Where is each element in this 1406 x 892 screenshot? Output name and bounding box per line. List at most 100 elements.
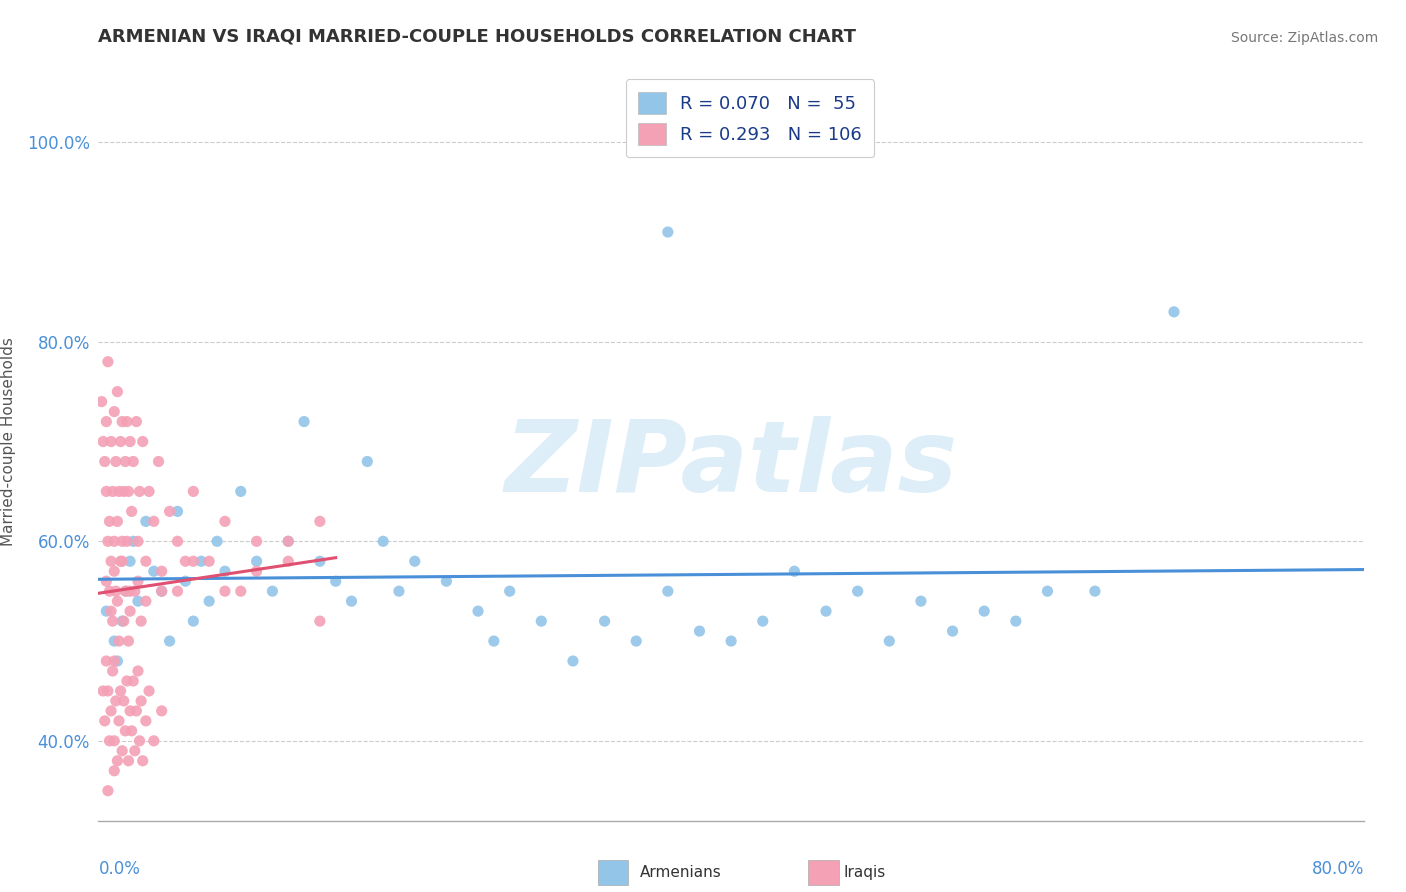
Point (111, 614, 134, 628)
Point (436, 574, 458, 589)
Point (183, 614, 205, 628)
Point (135, 514, 157, 528)
Point (973, 604, 995, 618)
Point (198, 594, 221, 608)
Point (125, 704, 148, 718)
Point (112, 614, 135, 628)
Point (128, 484, 150, 499)
Text: Source: ZipAtlas.com: Source: ZipAtlas.com (1230, 31, 1378, 45)
Point (783, 564, 806, 578)
Point (166, 534, 188, 549)
Point (128, 734, 150, 748)
Point (135, 594, 157, 608)
Point (142, 734, 165, 748)
Point (148, 454, 170, 468)
Point (277, 554, 299, 568)
Point (101, 614, 124, 628)
Point (751, 614, 773, 628)
Point (114, 723, 136, 738)
Point (108, 484, 131, 499)
Point (108, 634, 131, 648)
Point (174, 574, 197, 589)
Point (132, 434, 155, 449)
Point (246, 534, 269, 549)
Point (150, 704, 173, 718)
Point (107, 384, 129, 399)
Point (122, 673, 145, 688)
Point (104, 454, 127, 468)
Point (593, 614, 616, 628)
Text: Iraqis: Iraqis (844, 865, 886, 880)
Point (262, 584, 284, 599)
Point (96, 484, 118, 499)
Point (120, 704, 141, 718)
Point (129, 694, 152, 708)
Point (115, 415, 138, 429)
Point (100, 704, 122, 718)
Point (720, 634, 742, 648)
Point (124, 584, 146, 599)
Point (142, 514, 165, 528)
Legend: R = 0.070   N =  55, R = 0.293   N = 106: R = 0.070 N = 55, R = 0.293 N = 106 (626, 79, 875, 157)
Point (657, 225, 679, 239)
Point (112, 694, 135, 708)
Point (110, 684, 132, 698)
Point (150, 584, 173, 599)
Point (110, 554, 132, 568)
Point (482, 634, 505, 648)
Point (122, 534, 145, 549)
Point (150, 564, 173, 578)
Point (309, 514, 332, 528)
Point (214, 584, 236, 599)
Point (100, 554, 122, 568)
Point (127, 574, 149, 589)
Point (98, 734, 121, 748)
Point (103, 734, 125, 748)
Point (135, 554, 157, 568)
Point (117, 634, 139, 648)
Point (129, 614, 152, 628)
Point (96, 654, 118, 668)
Point (90, 394, 112, 409)
Point (100, 434, 122, 449)
Point (111, 554, 134, 568)
Point (122, 454, 145, 468)
Point (101, 484, 124, 499)
Point (910, 594, 932, 608)
Point (132, 754, 155, 768)
Point (111, 534, 134, 549)
Point (121, 723, 143, 738)
Point (91, 434, 114, 449)
Point (340, 594, 363, 608)
Point (309, 614, 332, 628)
Point (111, 415, 134, 429)
Point (93, 714, 117, 728)
Point (93, 454, 117, 468)
Point (214, 564, 236, 578)
Point (1084, 584, 1107, 599)
Point (107, 754, 129, 768)
Point (103, 634, 125, 648)
Point (325, 574, 347, 589)
Point (108, 714, 131, 728)
Point (103, 654, 125, 668)
Point (138, 684, 160, 698)
Point (229, 584, 252, 599)
Point (499, 584, 522, 599)
Point (142, 564, 165, 578)
Point (117, 484, 139, 499)
Point (98, 514, 121, 528)
Point (107, 654, 129, 668)
Point (125, 415, 148, 429)
Point (166, 504, 188, 518)
Point (246, 564, 269, 578)
Point (561, 654, 585, 668)
Point (292, 415, 315, 429)
Point (814, 604, 837, 618)
Point (277, 534, 299, 549)
Point (159, 504, 181, 518)
Text: Armenians: Armenians (640, 865, 721, 880)
Point (530, 614, 553, 628)
Point (127, 594, 149, 608)
Point (103, 564, 125, 578)
